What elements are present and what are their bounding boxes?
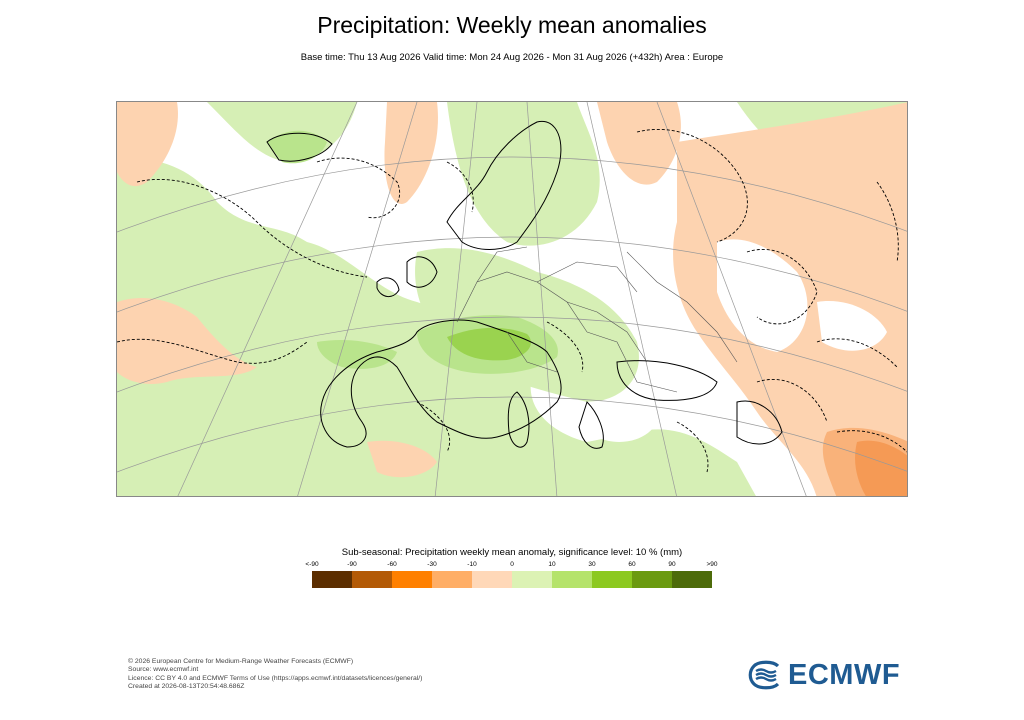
legend-tick-label: -60 xyxy=(387,561,397,568)
legend-tick-label: -30 xyxy=(427,561,437,568)
graticule xyxy=(117,102,907,496)
footer-licence: Licence: CC BY 4.0 and ECMWF Terms of Us… xyxy=(128,674,423,682)
legend-tick-labels: <-90 -90 -60 -30 -10 0 10 30 60 90 >90 xyxy=(0,561,1024,571)
ecmwf-logo[interactable]: ECMWF xyxy=(748,658,901,691)
legend-swatch xyxy=(512,571,552,588)
legend-colorbar xyxy=(312,571,712,588)
white-patch-russia xyxy=(717,239,808,352)
legend-swatch xyxy=(432,571,472,588)
orange-north-atlantic xyxy=(384,102,438,204)
legend-tick-label: 90 xyxy=(668,561,676,568)
legend-tick-label: 10 xyxy=(548,561,556,568)
legend-tick-label: -10 xyxy=(467,561,477,568)
green-anomaly-greenland xyxy=(267,130,327,164)
orange-scandinavia xyxy=(597,102,681,185)
legend-swatch xyxy=(552,571,592,588)
legend-title: Sub-seasonal: Precipitation weekly mean … xyxy=(341,547,683,558)
logo-text: ECMWF xyxy=(788,658,901,691)
white-patch-east xyxy=(817,301,887,351)
map-canvas xyxy=(117,102,907,496)
significance-contours xyxy=(117,128,907,473)
legend-swatch xyxy=(592,571,632,588)
legend-swatch xyxy=(672,571,712,588)
ecmwf-emblem-icon xyxy=(748,660,780,690)
footer-copyright: © 2026 European Centre for Medium-Range … xyxy=(128,658,354,665)
footer-created: Created at 2026-08-13T20:54:48.686Z xyxy=(128,683,245,691)
white-patch-balkans xyxy=(587,400,657,442)
orange-caspian xyxy=(855,440,907,496)
orange-west-atlantic xyxy=(117,297,257,384)
legend-tick-label: -90 xyxy=(347,561,357,568)
legend-tick-label: <-90 xyxy=(305,561,319,568)
legend-swatch xyxy=(632,571,672,588)
legend-swatch xyxy=(472,571,512,588)
footer-credits: © 2026 European Centre for Medium-Range … xyxy=(128,658,422,692)
legend-tick-label: 60 xyxy=(628,561,636,568)
page-title: Precipitation: Weekly mean anomalies xyxy=(317,12,707,38)
orange-greenland xyxy=(117,102,178,187)
country-borders xyxy=(456,246,738,393)
legend-swatch xyxy=(352,571,392,588)
legend-swatch xyxy=(392,571,432,588)
footer-source: Source: www.ecmwf.int xyxy=(128,666,199,674)
legend-tick-label: 30 xyxy=(588,561,596,568)
green-anomaly-north xyxy=(447,102,600,246)
green-strong-iberia xyxy=(317,340,397,369)
anomaly-map[interactable] xyxy=(116,101,908,497)
legend-tick-label: >90 xyxy=(706,561,718,568)
coastlines xyxy=(266,120,783,449)
legend-tick-label: 0 xyxy=(510,561,514,568)
page-subtitle: Base time: Thu 13 Aug 2026 Valid time: M… xyxy=(300,52,724,63)
legend-swatch xyxy=(312,571,352,588)
orange-iberia-south xyxy=(367,440,437,478)
